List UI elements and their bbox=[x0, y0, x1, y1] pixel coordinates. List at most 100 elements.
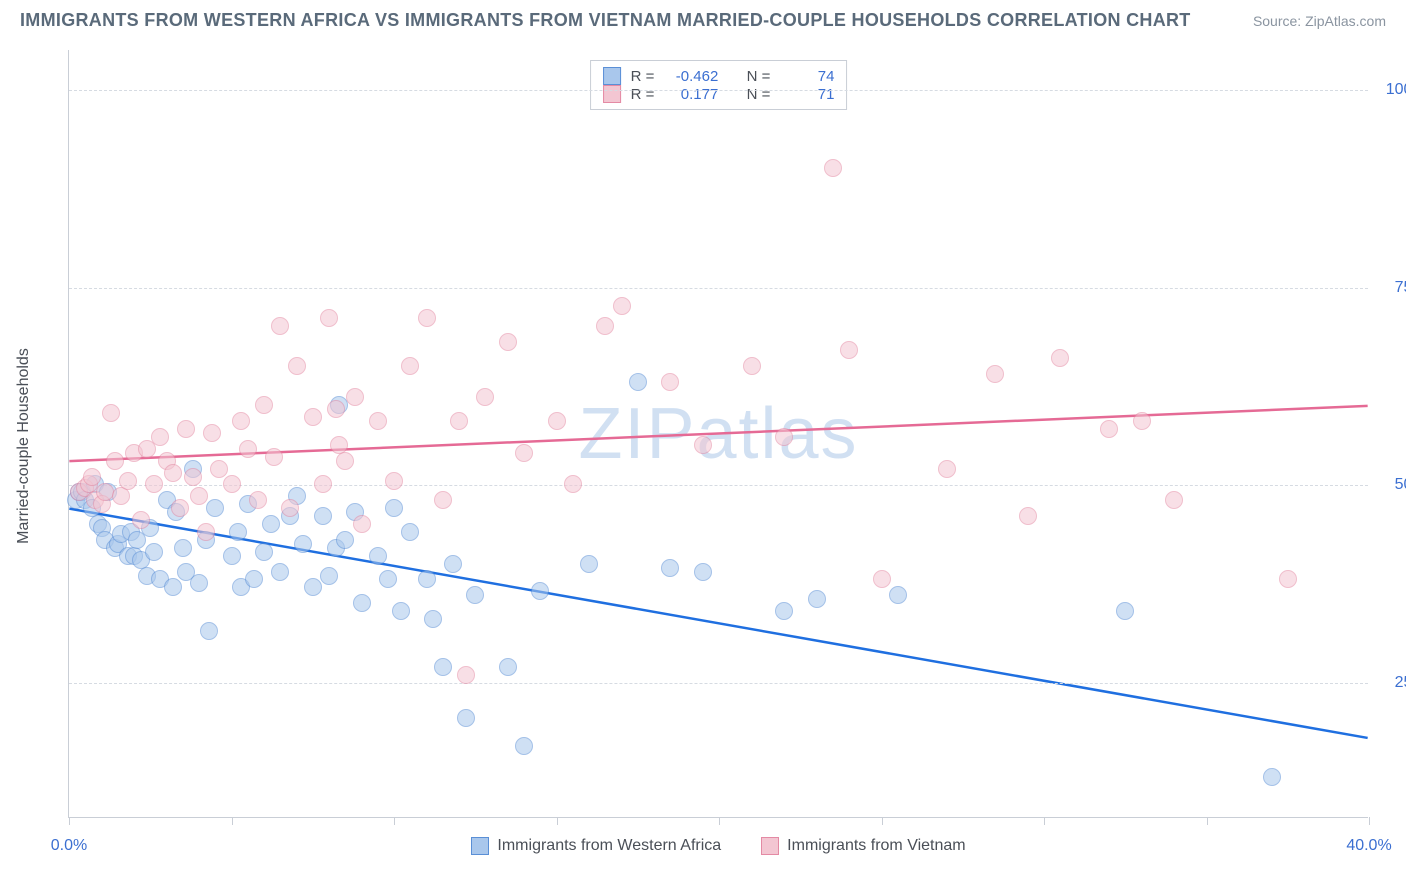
data-point bbox=[385, 499, 403, 517]
data-point bbox=[418, 570, 436, 588]
data-point bbox=[379, 570, 397, 588]
data-point bbox=[694, 436, 712, 454]
data-point bbox=[320, 309, 338, 327]
data-point bbox=[450, 412, 468, 430]
data-point bbox=[457, 709, 475, 727]
data-point bbox=[808, 590, 826, 608]
data-point bbox=[151, 428, 169, 446]
data-point bbox=[174, 539, 192, 557]
x-tick bbox=[69, 817, 70, 825]
chart-title: IMMIGRANTS FROM WESTERN AFRICA VS IMMIGR… bbox=[20, 10, 1191, 31]
y-tick-label: 25.0% bbox=[1374, 674, 1406, 692]
data-point bbox=[327, 400, 345, 418]
data-point bbox=[1279, 570, 1297, 588]
data-point bbox=[96, 483, 114, 501]
data-point bbox=[271, 317, 289, 335]
data-point bbox=[938, 460, 956, 478]
data-point bbox=[694, 563, 712, 581]
data-point bbox=[353, 515, 371, 533]
data-point bbox=[840, 341, 858, 359]
data-point bbox=[200, 622, 218, 640]
data-point bbox=[1263, 768, 1281, 786]
data-point bbox=[515, 444, 533, 462]
x-tick bbox=[232, 817, 233, 825]
data-point bbox=[206, 499, 224, 517]
y-axis-label: Married-couple Households bbox=[15, 348, 33, 544]
data-point bbox=[171, 499, 189, 517]
data-point bbox=[986, 365, 1004, 383]
legend-item-series2: Immigrants from Vietnam bbox=[761, 837, 965, 855]
data-point bbox=[223, 475, 241, 493]
data-point bbox=[1019, 507, 1037, 525]
legend-label-series2: Immigrants from Vietnam bbox=[787, 837, 965, 855]
x-tick bbox=[1044, 817, 1045, 825]
data-point bbox=[548, 412, 566, 430]
chart-area: ZIPatlas R = -0.462 N = 74 R = 0.177 N =… bbox=[68, 50, 1368, 818]
data-point bbox=[775, 602, 793, 620]
data-point bbox=[190, 574, 208, 592]
y-tick-label: 50.0% bbox=[1374, 476, 1406, 494]
data-point bbox=[596, 317, 614, 335]
data-point bbox=[457, 666, 475, 684]
data-point bbox=[83, 468, 101, 486]
x-tick bbox=[394, 817, 395, 825]
data-point bbox=[401, 523, 419, 541]
data-point bbox=[515, 737, 533, 755]
title-bar: IMMIGRANTS FROM WESTERN AFRICA VS IMMIGR… bbox=[20, 10, 1386, 31]
data-point bbox=[203, 424, 221, 442]
data-point bbox=[314, 507, 332, 525]
data-point bbox=[288, 357, 306, 375]
x-tick bbox=[1369, 817, 1370, 825]
data-point bbox=[262, 515, 280, 533]
x-tick-label: 0.0% bbox=[51, 837, 87, 855]
data-point bbox=[1133, 412, 1151, 430]
legend-item-series1: Immigrants from Western Africa bbox=[471, 837, 721, 855]
data-point bbox=[775, 428, 793, 446]
legend-label-series1: Immigrants from Western Africa bbox=[497, 837, 721, 855]
data-point bbox=[385, 472, 403, 490]
data-point bbox=[320, 567, 338, 585]
source-label: Source: ZipAtlas.com bbox=[1253, 13, 1386, 29]
data-point bbox=[889, 586, 907, 604]
data-point bbox=[112, 487, 130, 505]
data-point bbox=[873, 570, 891, 588]
swatch-series1-bottom bbox=[471, 837, 489, 855]
data-point bbox=[106, 452, 124, 470]
y-tick-label: 100.0% bbox=[1374, 81, 1406, 99]
data-point bbox=[531, 582, 549, 600]
x-tick-label: 40.0% bbox=[1346, 837, 1391, 855]
data-point bbox=[184, 468, 202, 486]
data-point bbox=[164, 578, 182, 596]
data-point bbox=[424, 610, 442, 628]
data-point bbox=[353, 594, 371, 612]
data-point bbox=[392, 602, 410, 620]
data-point bbox=[210, 460, 228, 478]
data-point bbox=[255, 396, 273, 414]
data-point bbox=[265, 448, 283, 466]
data-point bbox=[294, 535, 312, 553]
y-tick-label: 75.0% bbox=[1374, 279, 1406, 297]
data-point bbox=[336, 531, 354, 549]
data-point bbox=[476, 388, 494, 406]
data-point bbox=[239, 440, 257, 458]
gridline bbox=[69, 90, 1368, 91]
data-point bbox=[271, 563, 289, 581]
x-tick bbox=[882, 817, 883, 825]
x-tick bbox=[1207, 817, 1208, 825]
data-point bbox=[304, 578, 322, 596]
trend-lines bbox=[69, 50, 1368, 817]
data-point bbox=[466, 586, 484, 604]
data-point bbox=[145, 543, 163, 561]
data-point bbox=[245, 570, 263, 588]
data-point bbox=[580, 555, 598, 573]
data-point bbox=[661, 559, 679, 577]
data-point bbox=[434, 658, 452, 676]
data-point bbox=[164, 464, 182, 482]
data-point bbox=[119, 472, 137, 490]
data-point bbox=[177, 420, 195, 438]
data-point bbox=[1116, 602, 1134, 620]
data-point bbox=[145, 475, 163, 493]
data-point bbox=[743, 357, 761, 375]
data-point bbox=[401, 357, 419, 375]
data-point bbox=[346, 388, 364, 406]
